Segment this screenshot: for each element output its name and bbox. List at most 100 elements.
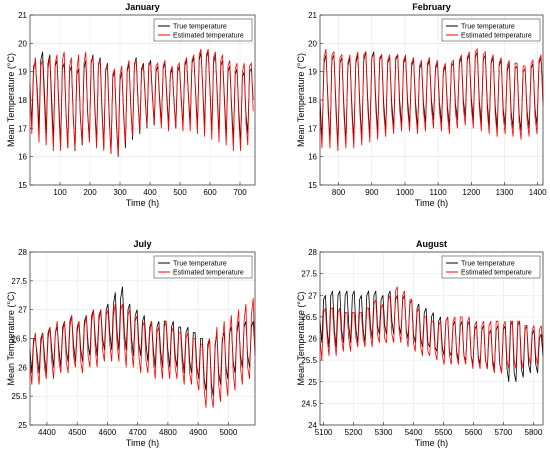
y-tick-label: 25 bbox=[308, 378, 317, 387]
series-line-estimated-temperature bbox=[29, 298, 256, 408]
legend: True temperature Estimated temperature bbox=[441, 18, 541, 42]
y-tick-label: 26.5 bbox=[301, 313, 317, 322]
legend-box bbox=[153, 255, 253, 279]
y-tick-label: 27.5 bbox=[301, 270, 317, 279]
legend-label: Estimated temperature bbox=[461, 270, 532, 277]
x-tick-label: 900 bbox=[365, 188, 379, 197]
legend-label: True temperature bbox=[461, 261, 515, 268]
x-tick-label: 4500 bbox=[68, 428, 86, 437]
y-axis-label: Mean Temperature (°C) bbox=[6, 292, 16, 386]
x-tick-label: 1300 bbox=[496, 188, 514, 197]
y-tick-label: 26 bbox=[18, 363, 27, 372]
y-tick-label: 21 bbox=[308, 11, 317, 20]
x-tick-label: 5300 bbox=[375, 428, 393, 437]
x-tick-label: 5100 bbox=[315, 428, 333, 437]
y-tick-label: 17 bbox=[308, 124, 317, 133]
x-tick-label: 700 bbox=[233, 188, 247, 197]
y-tick-label: 27 bbox=[18, 306, 27, 315]
x-tick-label: 4400 bbox=[38, 428, 56, 437]
legend-label: True temperature bbox=[173, 261, 227, 268]
series-line-estimated-temperature bbox=[29, 48, 254, 154]
x-tick-label: 4800 bbox=[159, 428, 177, 437]
legend-box bbox=[153, 18, 253, 42]
legend-label: Estimated temperature bbox=[461, 33, 532, 40]
x-tick-label: 200 bbox=[83, 188, 97, 197]
y-tick-label: 20 bbox=[308, 39, 317, 48]
x-tick-label: 1000 bbox=[396, 188, 414, 197]
legend-label: Estimated temperature bbox=[173, 33, 244, 40]
chart-title: August bbox=[416, 239, 447, 249]
x-tick-label: 4600 bbox=[99, 428, 117, 437]
legend: True temperature Estimated temperature bbox=[153, 18, 253, 42]
x-tick-label: 5000 bbox=[219, 428, 237, 437]
legend: True temperature Estimated temperature bbox=[441, 255, 541, 279]
y-tick-label: 19 bbox=[18, 68, 27, 77]
y-axis-label: Mean Temperature (°C) bbox=[6, 53, 16, 147]
y-tick-label: 27.5 bbox=[11, 277, 27, 286]
x-tick-label: 4900 bbox=[189, 428, 207, 437]
series-line-estimated-temperature bbox=[319, 47, 544, 152]
chart-panel-3: 25 25.5 26 26.5 27 27.5 28 4400 4500 4600 4700 4800… bbox=[6, 239, 256, 448]
x-axis-label: Time (h) bbox=[415, 198, 448, 208]
x-axis-label: Time (h) bbox=[126, 198, 159, 208]
x-tick-label: 400 bbox=[143, 188, 157, 197]
chart-panel-2: 15 16 17 18 19 20 21 800 900 1000 1100 1200 1300 1400… bbox=[296, 2, 547, 208]
y-tick-label: 28 bbox=[18, 248, 27, 257]
y-tick-label: 25.5 bbox=[301, 356, 317, 365]
x-tick-label: 1100 bbox=[430, 188, 448, 197]
x-tick-label: 5500 bbox=[435, 428, 453, 437]
x-tick-label: 5800 bbox=[525, 428, 543, 437]
chart-title: January bbox=[125, 2, 160, 12]
y-tick-label: 16 bbox=[308, 153, 317, 162]
y-tick-label: 26 bbox=[308, 335, 317, 344]
x-tick-label: 800 bbox=[332, 188, 346, 197]
y-tick-label: 15 bbox=[18, 181, 27, 190]
y-axis-label: Mean Temperature (°C) bbox=[296, 53, 306, 147]
y-tick-label: 27 bbox=[308, 291, 317, 300]
x-tick-label: 4700 bbox=[129, 428, 147, 437]
y-tick-label: 25 bbox=[18, 421, 27, 430]
y-tick-label: 21 bbox=[18, 11, 27, 20]
x-axis-label: Time (h) bbox=[126, 438, 159, 448]
y-tick-label: 18 bbox=[308, 96, 317, 105]
y-tick-label: 24.5 bbox=[301, 399, 317, 408]
x-tick-label: 300 bbox=[113, 188, 127, 197]
y-tick-label: 20 bbox=[18, 39, 27, 48]
legend-box bbox=[441, 255, 541, 279]
x-tick-label: 100 bbox=[53, 188, 67, 197]
x-tick-label: 5200 bbox=[345, 428, 363, 437]
x-tick-label: 5400 bbox=[405, 428, 423, 437]
axes-frame bbox=[29, 14, 256, 186]
y-tick-label: 26.5 bbox=[11, 335, 27, 344]
chart-title: July bbox=[133, 239, 151, 249]
y-axis-label: Mean Temperature (°C) bbox=[296, 292, 306, 386]
y-tick-label: 24 bbox=[308, 421, 317, 430]
axes-frame bbox=[29, 251, 256, 426]
x-tick-label: 1400 bbox=[529, 188, 547, 197]
x-tick-label: 5700 bbox=[495, 428, 513, 437]
x-tick-label: 5600 bbox=[465, 428, 483, 437]
axes-frame bbox=[319, 251, 544, 426]
series-line-estimated-temperature bbox=[319, 286, 544, 374]
legend-label: True temperature bbox=[461, 24, 515, 31]
y-tick-label: 28 bbox=[308, 248, 317, 257]
y-tick-label: 17 bbox=[18, 124, 27, 133]
legend-label: Estimated temperature bbox=[173, 270, 244, 277]
y-tick-label: 19 bbox=[308, 68, 317, 77]
chart-panel-1: 15 16 17 18 19 20 21 100 200 300 400 500 600 700 Janua… bbox=[6, 2, 256, 208]
legend-label: True temperature bbox=[173, 24, 227, 31]
x-axis-label: Time (h) bbox=[415, 438, 448, 448]
y-tick-label: 16 bbox=[18, 153, 27, 162]
chart-panel-4: 24 24.5 25 25.5 26 26.5 27 27.5 28 5100 5200 5300 54… bbox=[296, 239, 544, 448]
legend: True temperature Estimated temperature bbox=[153, 255, 253, 279]
chart-title: February bbox=[412, 2, 451, 12]
axes-frame bbox=[319, 14, 544, 186]
legend-box bbox=[441, 18, 541, 42]
x-tick-label: 1200 bbox=[462, 188, 480, 197]
y-tick-label: 25.5 bbox=[11, 392, 27, 401]
y-tick-label: 15 bbox=[308, 181, 317, 190]
y-tick-label: 18 bbox=[18, 96, 27, 105]
x-tick-label: 600 bbox=[203, 188, 217, 197]
x-tick-label: 500 bbox=[173, 188, 187, 197]
